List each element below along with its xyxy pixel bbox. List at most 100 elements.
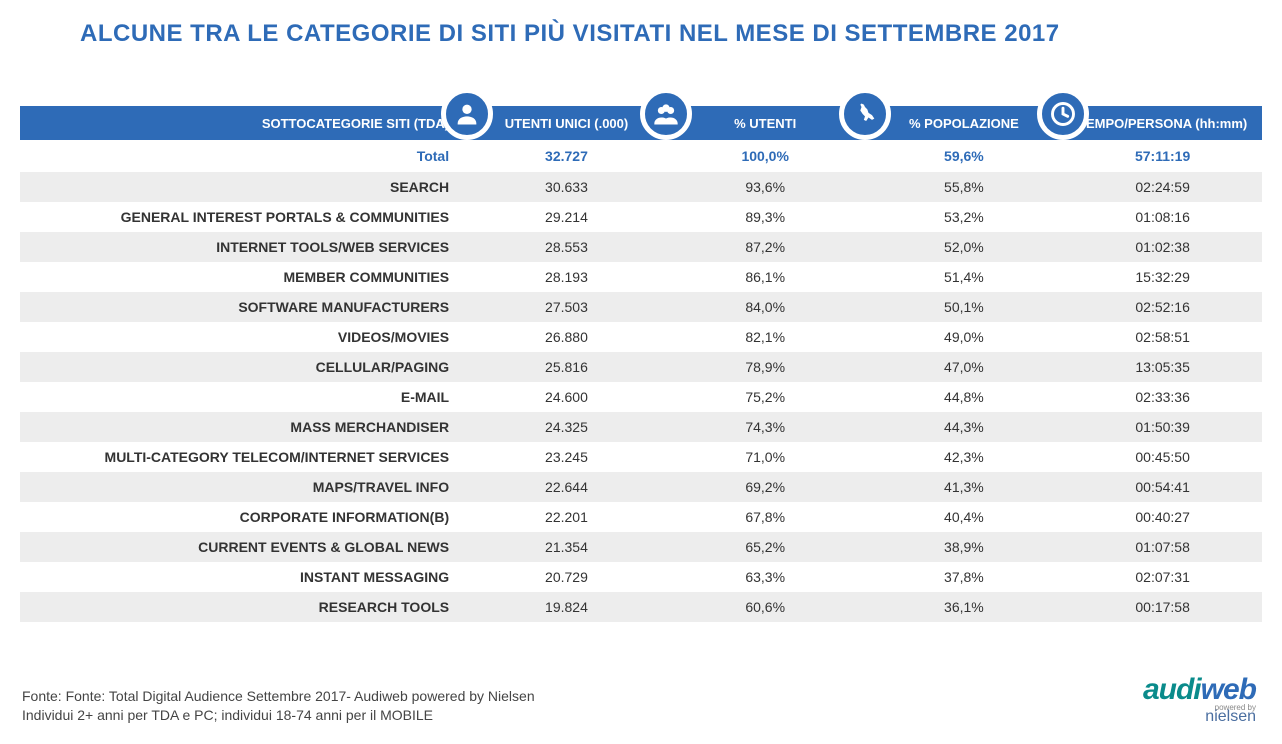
table-row: SEARCH30.63393,6%55,8%02:24:59	[20, 172, 1262, 202]
cell-pctp: 49,0%	[865, 322, 1064, 352]
logo-audi-part1: audi	[1143, 673, 1201, 706]
total-pctu: 100,0%	[666, 140, 865, 172]
cell-cat: MAPS/TRAVEL INFO	[20, 472, 467, 502]
cell-pctp: 41,3%	[865, 472, 1064, 502]
categories-table: SOTTOCATEGORIE SITI (TDA) UTENTI UNICI (…	[20, 106, 1262, 622]
cell-cat: CORPORATE INFORMATION(B)	[20, 502, 467, 532]
cell-pctp: 50,1%	[865, 292, 1064, 322]
cell-pctu: 69,2%	[666, 472, 865, 502]
cell-cat: MULTI-CATEGORY TELECOM/INTERNET SERVICES	[20, 442, 467, 472]
footer: Fonte: Fonte: Total Digital Audience Set…	[22, 687, 1260, 726]
cell-pctu: 78,9%	[666, 352, 865, 382]
cell-time: 00:45:50	[1063, 442, 1262, 472]
cell-pctu: 89,3%	[666, 202, 865, 232]
cell-cat: RESEARCH TOOLS	[20, 592, 467, 622]
cell-pctp: 47,0%	[865, 352, 1064, 382]
cell-pctu: 65,2%	[666, 532, 865, 562]
table-row: INSTANT MESSAGING20.72963,3%37,8%02:07:3…	[20, 562, 1262, 592]
footer-line-2: Individui 2+ anni per TDA e PC; individu…	[22, 706, 1260, 726]
cell-cat: INSTANT MESSAGING	[20, 562, 467, 592]
cell-time: 13:05:35	[1063, 352, 1262, 382]
cell-time: 02:52:16	[1063, 292, 1262, 322]
italy-icon	[839, 88, 891, 140]
cell-pctp: 52,0%	[865, 232, 1064, 262]
cell-time: 02:33:36	[1063, 382, 1262, 412]
cell-cat: CURRENT EVENTS & GLOBAL NEWS	[20, 532, 467, 562]
cell-pctp: 36,1%	[865, 592, 1064, 622]
cell-pctp: 44,3%	[865, 412, 1064, 442]
cell-pctu: 82,1%	[666, 322, 865, 352]
cell-time: 00:54:41	[1063, 472, 1262, 502]
col-header-time: TEMPO/PERSONA (hh:mm)	[1063, 106, 1262, 140]
total-pctp: 59,6%	[865, 140, 1064, 172]
col-header-pct-users: % UTENTI	[666, 106, 865, 140]
cell-time: 01:50:39	[1063, 412, 1262, 442]
cell-pctu: 87,2%	[666, 232, 865, 262]
cell-users: 28.193	[467, 262, 666, 292]
table-row: MASS MERCHANDISER24.32574,3%44,3%01:50:3…	[20, 412, 1262, 442]
cell-users: 20.729	[467, 562, 666, 592]
cell-time: 01:08:16	[1063, 202, 1262, 232]
cell-users: 30.633	[467, 172, 666, 202]
cell-cat: SOFTWARE MANUFACTURERS	[20, 292, 467, 322]
cell-pctp: 42,3%	[865, 442, 1064, 472]
cell-time: 02:58:51	[1063, 322, 1262, 352]
cell-pctu: 75,2%	[666, 382, 865, 412]
total-time: 57:11:19	[1063, 140, 1262, 172]
cell-pctp: 51,4%	[865, 262, 1064, 292]
cell-cat: GENERAL INTEREST PORTALS & COMMUNITIES	[20, 202, 467, 232]
cell-cat: MASS MERCHANDISER	[20, 412, 467, 442]
cell-users: 24.325	[467, 412, 666, 442]
footer-line-1: Fonte: Fonte: Total Digital Audience Set…	[22, 687, 1260, 707]
cell-pctp: 55,8%	[865, 172, 1064, 202]
logo-block: audiweb powered by nielsen	[1143, 673, 1256, 726]
cell-pctp: 38,9%	[865, 532, 1064, 562]
cell-pctp: 40,4%	[865, 502, 1064, 532]
total-users: 32.727	[467, 140, 666, 172]
table-row: SOFTWARE MANUFACTURERS27.50384,0%50,1%02…	[20, 292, 1262, 322]
cell-users: 24.600	[467, 382, 666, 412]
cell-users: 25.816	[467, 352, 666, 382]
cell-pctp: 44,8%	[865, 382, 1064, 412]
cell-users: 22.201	[467, 502, 666, 532]
cell-users: 19.824	[467, 592, 666, 622]
cell-pctp: 53,2%	[865, 202, 1064, 232]
table-row: CELLULAR/PAGING25.81678,9%47,0%13:05:35	[20, 352, 1262, 382]
cell-users: 22.644	[467, 472, 666, 502]
cell-pctu: 60,6%	[666, 592, 865, 622]
audiweb-logo: audiweb	[1143, 673, 1256, 706]
table-row: MEMBER COMMUNITIES28.19386,1%51,4%15:32:…	[20, 262, 1262, 292]
cell-users: 27.503	[467, 292, 666, 322]
total-row: Total 32.727 100,0% 59,6% 57:11:19	[20, 140, 1262, 172]
table-row: MULTI-CATEGORY TELECOM/INTERNET SERVICES…	[20, 442, 1262, 472]
cell-pctu: 67,8%	[666, 502, 865, 532]
col-header-category: SOTTOCATEGORIE SITI (TDA)	[20, 106, 467, 140]
cell-cat: MEMBER COMMUNITIES	[20, 262, 467, 292]
total-label: Total	[20, 140, 467, 172]
cell-cat: SEARCH	[20, 172, 467, 202]
clock-icon	[1037, 88, 1089, 140]
table-row: CURRENT EVENTS & GLOBAL NEWS21.35465,2%3…	[20, 532, 1262, 562]
table-container: SOTTOCATEGORIE SITI (TDA) UTENTI UNICI (…	[20, 88, 1262, 622]
cell-users: 21.354	[467, 532, 666, 562]
table-row: CORPORATE INFORMATION(B)22.20167,8%40,4%…	[20, 502, 1262, 532]
cell-users: 26.880	[467, 322, 666, 352]
cell-time: 00:40:27	[1063, 502, 1262, 532]
table-row: GENERAL INTEREST PORTALS & COMMUNITIES29…	[20, 202, 1262, 232]
cell-users: 28.553	[467, 232, 666, 262]
cell-pctu: 86,1%	[666, 262, 865, 292]
person-icon	[441, 88, 493, 140]
cell-cat: E-MAIL	[20, 382, 467, 412]
cell-pctu: 63,3%	[666, 562, 865, 592]
cell-pctu: 93,6%	[666, 172, 865, 202]
cell-time: 02:24:59	[1063, 172, 1262, 202]
table-row: INTERNET TOOLS/WEB SERVICES28.55387,2%52…	[20, 232, 1262, 262]
page-title: ALCUNE TRA LE CATEGORIE DI SITI PIÙ VISI…	[80, 20, 1262, 48]
table-row: RESEARCH TOOLS19.82460,6%36,1%00:17:58	[20, 592, 1262, 622]
logo-audi-part2: web	[1201, 673, 1256, 706]
cell-time: 01:07:58	[1063, 532, 1262, 562]
cell-cat: INTERNET TOOLS/WEB SERVICES	[20, 232, 467, 262]
people-icon	[640, 88, 692, 140]
cell-users: 29.214	[467, 202, 666, 232]
cell-pctp: 37,8%	[865, 562, 1064, 592]
